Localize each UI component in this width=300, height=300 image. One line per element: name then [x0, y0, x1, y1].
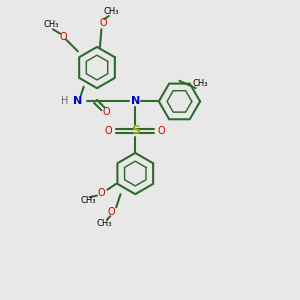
Text: N: N — [73, 96, 83, 106]
Text: O: O — [98, 188, 105, 198]
Text: CH₃: CH₃ — [44, 20, 59, 29]
Text: N: N — [131, 96, 140, 106]
Text: S: S — [131, 124, 140, 137]
Text: O: O — [108, 207, 116, 217]
Text: CH₃: CH₃ — [192, 79, 208, 88]
Text: O: O — [59, 32, 67, 42]
Text: H: H — [61, 96, 68, 106]
Text: CH₃: CH₃ — [97, 219, 112, 228]
Text: CH₃: CH₃ — [104, 7, 119, 16]
Text: O: O — [158, 126, 166, 136]
Text: CH₃: CH₃ — [80, 196, 96, 205]
Text: O: O — [105, 126, 112, 136]
Text: O: O — [102, 107, 110, 117]
Text: O: O — [99, 18, 107, 28]
